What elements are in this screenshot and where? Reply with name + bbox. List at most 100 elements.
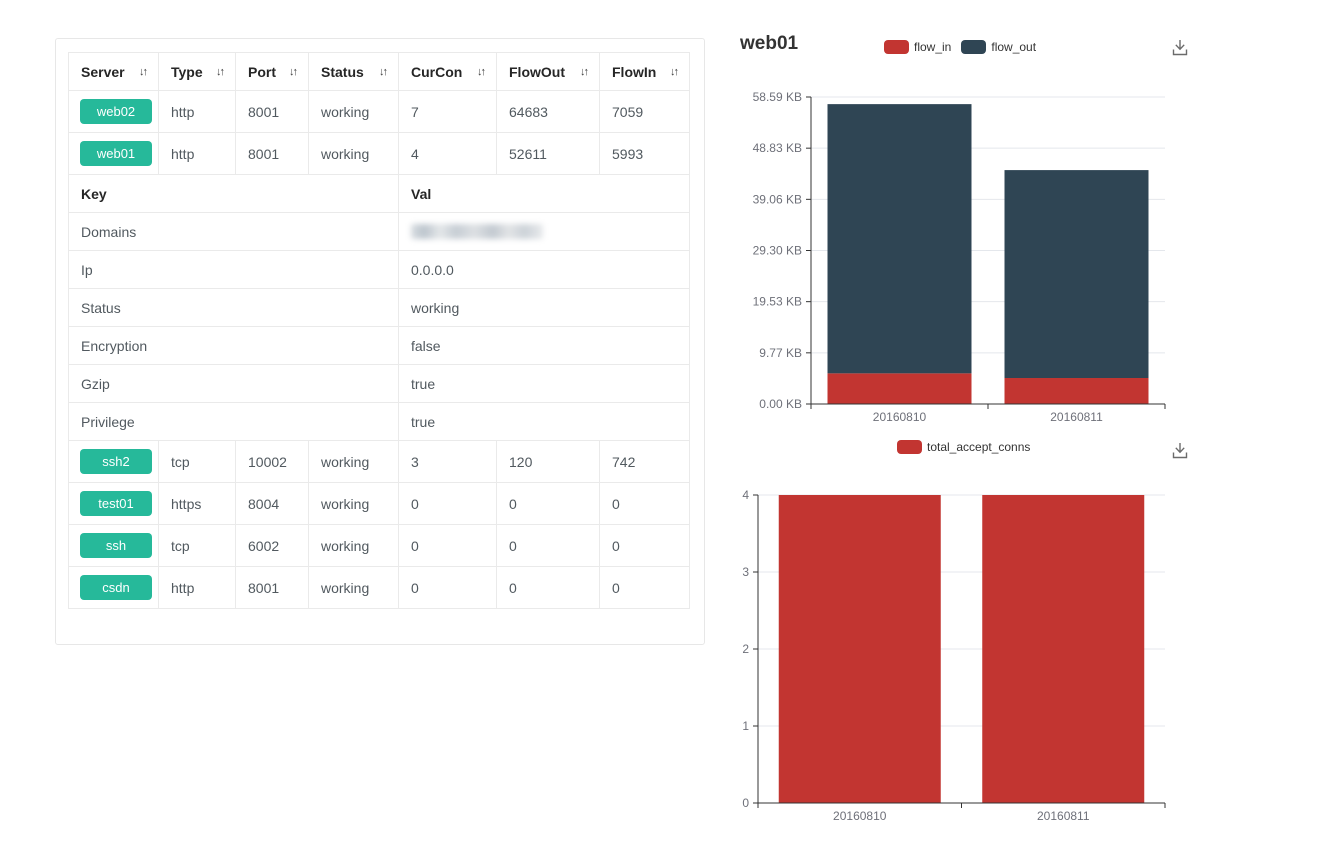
key-cell: Ip: [68, 250, 399, 289]
key-header: Key: [68, 174, 399, 213]
bar-flow_in-20160811[interactable]: [1004, 378, 1149, 404]
server-badge-web01[interactable]: web01: [80, 141, 152, 166]
server-row-ssh2: ssh2 tcp 10002 working 3 120 742: [68, 440, 690, 483]
column-header-curcon[interactable]: CurCon ↓↑: [398, 52, 497, 91]
column-header-status[interactable]: Status ↓↑: [308, 52, 399, 91]
cell-flowout: 0: [496, 566, 600, 609]
cell-flowout: 52611: [496, 132, 600, 175]
cell-status: working: [308, 440, 399, 483]
column-header-port[interactable]: Port ↓↑: [235, 52, 309, 91]
val-cell: false: [398, 326, 690, 365]
bar-total_accept_conns-20160810[interactable]: [778, 495, 941, 803]
cell-status: working: [308, 132, 399, 175]
y-axis-label: 19.53 KB: [753, 295, 802, 309]
cell-type: http: [158, 566, 236, 609]
server-badge-ssh2[interactable]: ssh2: [80, 449, 152, 474]
cell-curcon: 3: [398, 440, 497, 483]
keyval-row-ip: Ip 0.0.0.0: [68, 250, 690, 289]
legend-item-flow_in[interactable]: flow_in: [884, 40, 951, 54]
server-row-web02: web02 http 8001 working 7 64683 7059: [68, 90, 690, 133]
column-label: FlowIn: [612, 63, 657, 80]
cell-port: 8004: [235, 482, 309, 525]
server-badge-test01[interactable]: test01: [80, 491, 152, 516]
cell-flowin: 5993: [599, 132, 690, 175]
key-cell: Privilege: [68, 402, 399, 441]
column-header-flowin[interactable]: FlowIn ↓↑: [599, 52, 690, 91]
conns-chart: total_accept_conns 0 1 2 3 4 20160810 20160811: [730, 430, 1195, 830]
x-axis-label: 20160810: [833, 809, 887, 823]
server-row-web01: web01 http 8001 working 4 52611 5993: [68, 132, 690, 175]
cell-status: working: [308, 524, 399, 567]
chart-title: web01: [740, 33, 799, 54]
bar-flow_out-20160810[interactable]: [827, 104, 972, 374]
save-as-image-button[interactable]: [1168, 37, 1192, 61]
flow-chart-plot: 0.00 KB 9.77 KB 19.53 KB 29.30 KB 39.06 KB 48…: [753, 90, 1166, 424]
legend-label: flow_out: [991, 40, 1037, 54]
cell-port: 10002: [235, 440, 309, 483]
server-table: Server ↓↑ Type ↓↑ Port ↓↑ Status ↓↑ CurCon ↓↑ Flow…: [68, 52, 690, 609]
y-axis-label: 0: [742, 796, 749, 810]
column-header-flowout[interactable]: FlowOut ↓↑: [496, 52, 600, 91]
cell-server: ssh: [68, 524, 159, 567]
table-body: web02 http 8001 working 7 64683 7059 web01 http 8…: [68, 90, 690, 609]
keyval-header-row: Key Val: [68, 174, 690, 213]
server-badge-web02[interactable]: web02: [80, 99, 152, 124]
cell-flowout: 0: [496, 482, 600, 525]
cell-flowout: 64683: [496, 90, 600, 133]
column-label: CurCon: [411, 63, 463, 80]
cell-flowin: 7059: [599, 90, 690, 133]
cell-port: 8001: [235, 90, 309, 133]
cell-server: web02: [68, 90, 159, 133]
server-badge-ssh[interactable]: ssh: [80, 533, 152, 558]
download-icon: [1172, 40, 1188, 56]
server-badge-csdn[interactable]: csdn: [80, 575, 152, 600]
y-axis-label: 1: [742, 719, 749, 733]
legend-item-flow_out[interactable]: flow_out: [961, 40, 1036, 54]
legend-item-total_accept_conns[interactable]: total_accept_conns: [897, 440, 1030, 454]
cell-port: 8001: [235, 566, 309, 609]
cell-flowin: 742: [599, 440, 690, 483]
key-cell: Encryption: [68, 326, 399, 365]
legend-label: flow_in: [914, 40, 952, 54]
key-cell: Status: [68, 288, 399, 327]
sort-icon: ↓↑: [379, 65, 388, 78]
column-label: Port: [248, 63, 276, 80]
conns-chart-legend: total_accept_conns: [897, 440, 1030, 454]
keyval-row-status: Status working: [68, 288, 690, 327]
cell-type: https: [158, 482, 236, 525]
conns-chart-plot: 0 1 2 3 4 20160810 20160811: [742, 488, 1166, 823]
column-header-type[interactable]: Type ↓↑: [158, 52, 236, 91]
legend-swatch-flow_out: [961, 40, 987, 54]
y-axis-label: 0.00 KB: [759, 397, 802, 411]
server-row-csdn: csdn http 8001 working 0 0 0: [68, 566, 690, 609]
cell-status: working: [308, 482, 399, 525]
cell-flowin: 0: [599, 566, 690, 609]
y-axis-label: 29.30 KB: [753, 244, 802, 258]
bar-flow_in-20160810[interactable]: [827, 373, 972, 404]
server-row-ssh: ssh tcp 6002 working 0 0 0: [68, 524, 690, 567]
keyval-row-gzip: Gzip true: [68, 364, 690, 403]
y-axis-label: 39.06 KB: [753, 192, 802, 206]
flow-chart: web01 flow_in flow_out 0.00 KB 9.77 KB 19.5…: [730, 25, 1195, 430]
val-cell: true: [398, 402, 690, 441]
cell-status: working: [308, 566, 399, 609]
x-axis-label: 20160811: [1037, 809, 1090, 823]
save-as-image-button[interactable]: [1168, 440, 1192, 464]
val-cell: 0.0.0.0: [398, 250, 690, 289]
sort-icon: ↓↑: [216, 65, 225, 78]
cell-port: 6002: [235, 524, 309, 567]
keyval-row-encryption: Encryption false: [68, 326, 690, 365]
val-header: Val: [398, 174, 690, 213]
legend-swatch-total_accept_conns: [897, 440, 922, 454]
cell-type: http: [158, 132, 236, 175]
cell-flowin: 0: [599, 524, 690, 567]
cell-curcon: 0: [398, 566, 497, 609]
column-header-server[interactable]: Server ↓↑: [68, 52, 159, 91]
x-axis-label: 20160810: [873, 410, 927, 424]
cell-flowout: 120: [496, 440, 600, 483]
bar-flow_out-20160811[interactable]: [1004, 170, 1149, 379]
cell-flowin: 0: [599, 482, 690, 525]
cell-server: web01: [68, 132, 159, 175]
bar-total_accept_conns-20160811[interactable]: [982, 495, 1145, 803]
key-cell: Gzip: [68, 364, 399, 403]
